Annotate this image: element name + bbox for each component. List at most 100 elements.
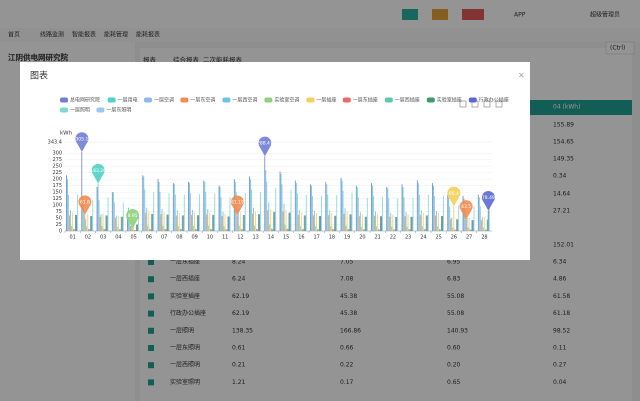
bar bbox=[167, 214, 169, 231]
bar bbox=[374, 215, 375, 231]
legend-swatch[interactable] bbox=[426, 97, 435, 103]
table-cell: 45.38 bbox=[340, 293, 357, 300]
nav-tab[interactable]: 能耗管理 bbox=[104, 31, 128, 39]
bar bbox=[380, 216, 381, 231]
bar bbox=[403, 197, 405, 231]
y-tick-label: 150 bbox=[52, 190, 62, 196]
nav-tab[interactable]: 能耗报表 bbox=[136, 31, 160, 39]
bar bbox=[112, 192, 114, 231]
legend-swatch[interactable] bbox=[468, 97, 477, 103]
legend-swatch[interactable] bbox=[60, 107, 68, 113]
close-button[interactable]: × bbox=[518, 71, 525, 80]
bar bbox=[151, 213, 153, 231]
bar bbox=[115, 215, 117, 231]
nav-tab[interactable]: 线路监测 bbox=[40, 31, 64, 39]
bar bbox=[387, 188, 389, 231]
row-checkbox[interactable] bbox=[148, 379, 154, 386]
bar bbox=[456, 219, 458, 231]
bar bbox=[197, 215, 198, 231]
legend-label[interactable]: 一层照明 bbox=[70, 108, 90, 114]
table-cell: 7.08 bbox=[340, 276, 354, 283]
legend-label[interactable]: 总电网研究院 bbox=[70, 97, 100, 104]
bar bbox=[480, 220, 482, 231]
legend-label[interactable]: 一层东插座 bbox=[353, 97, 378, 104]
x-tick-label: 20 bbox=[359, 235, 365, 241]
status-button[interactable] bbox=[432, 9, 448, 20]
bar bbox=[330, 226, 332, 231]
legend-swatch[interactable] bbox=[144, 97, 152, 103]
bar bbox=[76, 214, 77, 231]
bar bbox=[483, 217, 485, 231]
bar bbox=[85, 219, 87, 231]
row-checkbox[interactable] bbox=[148, 310, 154, 317]
tool-icon[interactable] bbox=[459, 100, 467, 108]
page-tab[interactable]: 综合报表 bbox=[173, 55, 200, 64]
legend-label[interactable]: 一层用电 bbox=[118, 97, 138, 104]
page-tab[interactable]: 二次能耗报表 bbox=[203, 55, 243, 64]
bar bbox=[300, 212, 302, 231]
legend-label[interactable]: 一层西空调 bbox=[232, 97, 257, 104]
status-button[interactable] bbox=[462, 9, 484, 20]
bar bbox=[382, 196, 383, 231]
nav-tab[interactable]: 首页 bbox=[8, 31, 20, 39]
tool-icon[interactable] bbox=[495, 100, 503, 108]
bar bbox=[363, 229, 365, 231]
legend-label[interactable]: 一层西插座 bbox=[395, 97, 420, 104]
legend-swatch[interactable] bbox=[60, 97, 68, 103]
bar bbox=[418, 194, 420, 231]
row-checkbox[interactable] bbox=[148, 345, 154, 351]
legend-label[interactable]: 一层东空调 bbox=[190, 97, 215, 104]
bar bbox=[290, 189, 292, 231]
legend-swatch[interactable] bbox=[306, 97, 315, 103]
legend-swatch[interactable] bbox=[384, 97, 393, 103]
app-link[interactable]: APP bbox=[514, 12, 526, 19]
user-name[interactable]: 超级管理员 bbox=[590, 11, 620, 19]
bar bbox=[274, 211, 276, 231]
bar bbox=[409, 229, 411, 231]
table-cell: 0.20 bbox=[447, 362, 461, 369]
legend-swatch[interactable] bbox=[107, 97, 116, 103]
bar bbox=[162, 225, 164, 231]
bar bbox=[142, 175, 144, 231]
bar bbox=[359, 212, 361, 231]
bar bbox=[481, 217, 483, 231]
legend-label[interactable]: 行政办公插座 bbox=[479, 97, 509, 104]
row-checkbox[interactable] bbox=[148, 276, 154, 283]
table-cell: 6.83 bbox=[447, 276, 461, 283]
legend-swatch[interactable] bbox=[180, 97, 189, 103]
row-checkbox[interactable] bbox=[148, 327, 154, 334]
bar bbox=[442, 215, 443, 231]
table-cell: 0.66 bbox=[340, 345, 354, 352]
tool-icon[interactable] bbox=[483, 100, 491, 108]
legend-label[interactable]: 一层东照明 bbox=[106, 107, 131, 114]
row-checkbox[interactable] bbox=[148, 259, 154, 265]
table-cell: 0.60 bbox=[447, 345, 461, 352]
bar bbox=[375, 211, 376, 231]
legend-label[interactable]: 实验室空调 bbox=[274, 97, 299, 104]
status-button[interactable] bbox=[402, 9, 418, 20]
nav-tab[interactable]: 智能报表 bbox=[72, 31, 96, 39]
bar bbox=[239, 212, 241, 231]
export-button[interactable] bbox=[605, 41, 635, 55]
row-checkbox[interactable] bbox=[148, 293, 154, 300]
table-cell: 8.24 bbox=[232, 259, 246, 266]
bar bbox=[348, 229, 350, 231]
bar bbox=[331, 213, 333, 231]
y-tick-label: 250 bbox=[52, 164, 62, 170]
table-cell: 6.34 bbox=[553, 259, 567, 266]
table-cell: 0.34 bbox=[553, 173, 567, 180]
legend-label[interactable]: 一层空调 bbox=[154, 97, 174, 104]
legend-swatch[interactable] bbox=[96, 107, 105, 113]
legend-label[interactable]: 一层插座 bbox=[316, 97, 336, 104]
legend-swatch[interactable] bbox=[342, 97, 351, 103]
bar bbox=[435, 215, 436, 231]
row-checkbox[interactable] bbox=[148, 362, 154, 369]
bar bbox=[357, 197, 359, 231]
legend-swatch[interactable] bbox=[222, 97, 231, 103]
page-tab[interactable]: 报表 bbox=[143, 55, 157, 64]
bar bbox=[254, 225, 255, 231]
table-cell: 实验室照明 bbox=[170, 378, 200, 386]
legend-swatch[interactable] bbox=[264, 97, 273, 103]
legend-label[interactable]: 实验室插座 bbox=[437, 97, 462, 104]
